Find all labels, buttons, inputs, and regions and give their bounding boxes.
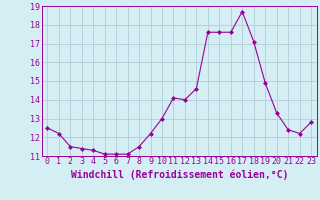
X-axis label: Windchill (Refroidissement éolien,°C): Windchill (Refroidissement éolien,°C) [70,169,288,180]
